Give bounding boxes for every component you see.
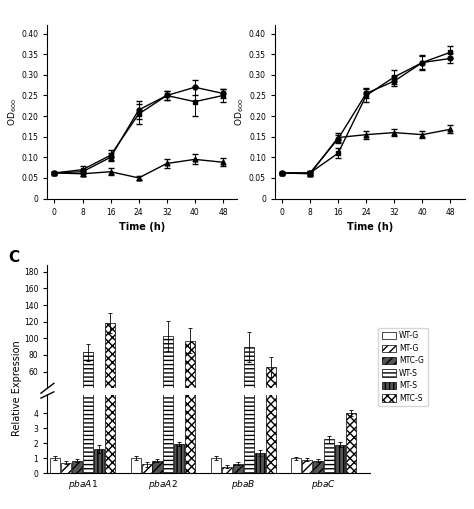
Bar	[185, 0, 195, 473]
Bar	[50, 458, 60, 473]
X-axis label: Time (h): Time (h)	[119, 222, 165, 232]
Bar	[72, 461, 82, 473]
Bar	[244, 0, 254, 473]
Y-axis label: OD$_{600}$: OD$_{600}$	[6, 98, 18, 126]
Bar	[233, 464, 243, 473]
Bar	[255, 420, 264, 421]
Bar	[94, 449, 104, 473]
Bar	[105, 0, 115, 473]
Bar	[265, 367, 275, 421]
X-axis label: Time (h): Time (h)	[346, 222, 393, 232]
Bar	[164, 336, 173, 421]
Bar	[83, 0, 93, 473]
Bar	[335, 445, 345, 473]
Bar	[61, 463, 71, 473]
Bar	[255, 453, 264, 473]
Bar	[324, 439, 334, 473]
Bar	[174, 420, 184, 421]
Legend: WT-G, MT-G, MTC-G, WT-S, MT-S, MTC-S: WT-G, MT-G, MTC-G, WT-S, MT-S, MTC-S	[378, 328, 428, 406]
Bar	[244, 347, 254, 421]
Bar	[174, 444, 184, 473]
Bar	[313, 461, 323, 473]
Bar	[211, 458, 221, 473]
Bar	[105, 323, 115, 421]
Bar	[292, 458, 301, 473]
Text: C: C	[9, 250, 20, 265]
Bar	[335, 420, 345, 421]
Bar	[346, 413, 356, 473]
Text: Relative Expression: Relative Expression	[11, 341, 22, 436]
Bar	[265, 0, 275, 473]
Bar	[83, 352, 93, 421]
Bar	[142, 464, 152, 473]
Bar	[94, 420, 104, 421]
Bar	[185, 341, 195, 421]
Y-axis label: OD$_{600}$: OD$_{600}$	[234, 98, 246, 126]
Bar	[346, 418, 356, 421]
Bar	[164, 0, 173, 473]
Bar	[153, 461, 163, 473]
Bar	[222, 467, 232, 473]
Bar	[302, 460, 312, 473]
Bar	[131, 458, 141, 473]
Bar	[324, 420, 334, 421]
